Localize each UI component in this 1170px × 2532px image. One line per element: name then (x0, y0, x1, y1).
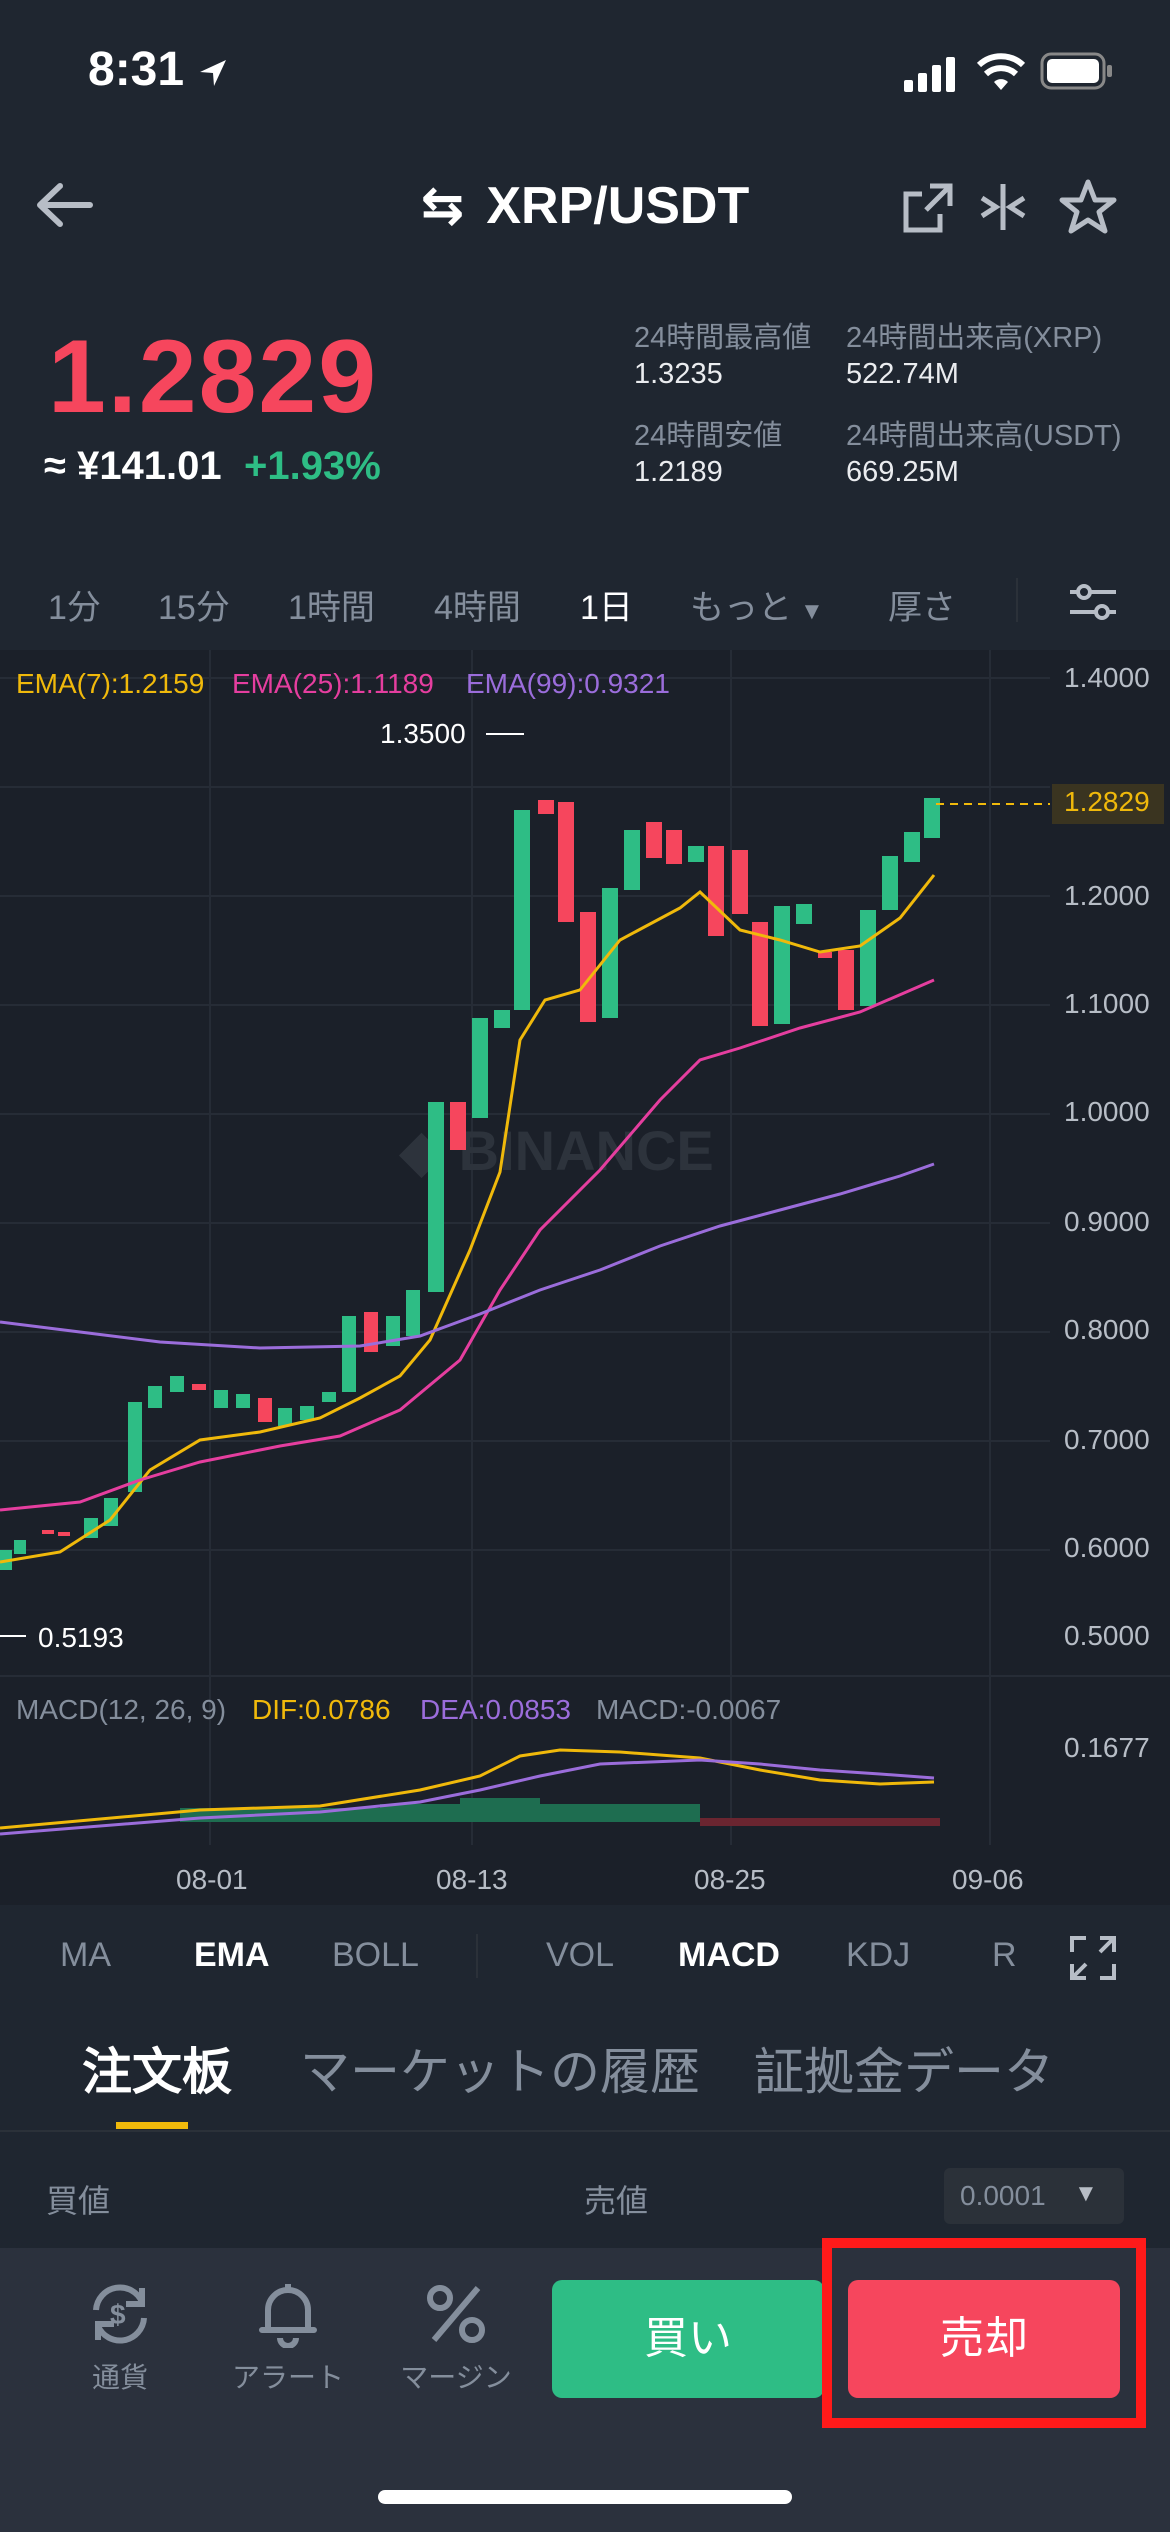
percent-icon[interactable] (422, 2280, 490, 2348)
chart-area[interactable] (0, 650, 1170, 1905)
dif-label: DIF:0.0786 (252, 1694, 391, 1725)
indicator-kdj[interactable]: KDJ (846, 1936, 911, 1974)
dea-label: DEA:0.0853 (420, 1694, 571, 1725)
stat-vol-usdt-label: 24時間出来高(USDT) (846, 420, 1122, 452)
bid-header: 買値 (46, 2183, 111, 2219)
y-tick: 0.9000 (1064, 1206, 1150, 1237)
x-tick: 08-01 (176, 1864, 248, 1895)
tab-market-history[interactable]: マーケットの履歴 (300, 2044, 700, 2100)
location-icon (200, 60, 226, 86)
price-change: +1.93% (244, 444, 381, 488)
dropdown-arrow-icon: ▼ (1074, 2180, 1098, 2207)
x-tick: 09-06 (952, 1864, 1024, 1895)
interval-4h[interactable]: 4時間 (434, 589, 521, 627)
y-tick: 0.8000 (1064, 1314, 1150, 1345)
y-tick: 0.6000 (1064, 1532, 1150, 1563)
stat-vol-xrp-value: 522.74M (846, 358, 959, 390)
bell-icon[interactable] (254, 2280, 322, 2348)
svg-text:$: $ (110, 2299, 126, 2330)
precision-select[interactable]: 0.0001 ▼ (944, 2168, 1124, 2224)
macd-value-label: MACD:-0.0067 (596, 1694, 782, 1725)
tab-orderbook[interactable]: 注文板 (82, 2044, 232, 2100)
stat-low-label: 24時間安値 (634, 420, 783, 452)
currency-label: 通貨 (91, 2362, 148, 2393)
interval-depth[interactable]: 厚さ (888, 589, 956, 627)
cellular-signal-icon (904, 57, 955, 92)
battery-icon (1040, 52, 1112, 90)
divider (1016, 578, 1018, 622)
ema7-label: EMA(7):1.2159 (16, 668, 205, 699)
y-tick: 1.1000 (1064, 988, 1150, 1019)
stat-high-label: 24時間最高値 (634, 322, 812, 354)
interval-15m[interactable]: 15分 (158, 589, 230, 627)
indicator-ema[interactable]: EMA (194, 1936, 270, 1974)
watermark: ◆ BINANCE (398, 1119, 714, 1182)
y-tick: 1.2000 (1064, 880, 1150, 911)
dropdown-arrow-icon: ▼ (800, 598, 824, 625)
y-tick: 1.0000 (1064, 1096, 1150, 1127)
stat-low-value: 1.2189 (634, 456, 723, 488)
home-indicator[interactable] (378, 2490, 792, 2504)
y-tick: 1.4000 (1064, 662, 1150, 693)
stat-vol-usdt-value: 669.25M (846, 456, 959, 488)
alert-label: アラート (231, 2362, 344, 2393)
indicator-ma[interactable]: MA (60, 1936, 111, 1974)
pair-title[interactable]: ⇆ XRP/USDT (420, 177, 750, 235)
stat-high-value: 1.3235 (634, 358, 723, 390)
macd-label: MACD(12, 26, 9) (16, 1694, 227, 1725)
indicator-rsi[interactable]: R (992, 1936, 1017, 1974)
macd-y-tick: 0.1677 (1064, 1732, 1150, 1763)
fullscreen-icon[interactable] (1068, 1934, 1118, 1982)
interval-1m[interactable]: 1分 (48, 589, 101, 627)
indicator-macd[interactable]: MACD (678, 1936, 780, 1974)
ema25-label: EMA(25):1.1189 (232, 668, 434, 699)
current-price-tag: 1.2829 (1064, 786, 1150, 817)
stat-vol-xrp-label: 24時間出来高(XRP) (846, 322, 1103, 354)
favorite-star-icon[interactable] (1058, 178, 1118, 236)
interval-1d[interactable]: 1日 (580, 589, 633, 627)
last-price: 1.2829 (48, 319, 379, 435)
currency-exchange-icon[interactable]: $ (86, 2280, 154, 2348)
tab-margin-data[interactable]: 証拠金データ (754, 2044, 1054, 2100)
compare-icon[interactable] (978, 182, 1028, 232)
sell-highlight-annotation (822, 2238, 1146, 2428)
back-arrow-icon[interactable] (34, 180, 94, 230)
ema99-label: EMA(99):0.9321 (466, 668, 670, 699)
chart-settings-icon[interactable] (1068, 582, 1118, 622)
wifi-icon (976, 53, 1026, 90)
indicator-vol[interactable]: VOL (546, 1936, 615, 1974)
low-price-marker: 0.5193 (38, 1622, 124, 1653)
divider (476, 1934, 478, 1978)
active-tab-underline (116, 2122, 188, 2129)
sell-button[interactable]: 売却 (848, 2280, 1120, 2398)
status-time: 8:31 (88, 43, 185, 96)
ask-header: 売値 (584, 2183, 649, 2219)
interval-1h[interactable]: 1時間 (288, 589, 375, 627)
swap-icon: ⇆ (420, 177, 465, 235)
candlestick-chart[interactable]: ◆ BINANCE (0, 650, 1170, 1905)
buy-button[interactable]: 買い (552, 2280, 824, 2398)
divider (0, 2130, 1170, 2132)
y-tick: 0.5000 (1064, 1620, 1150, 1651)
x-tick: 08-13 (436, 1864, 508, 1895)
price-cny: ≈ ¥141.01 (44, 444, 222, 488)
margin-label: マージン (400, 2362, 512, 2393)
interval-more[interactable]: もっと ▼ (690, 589, 824, 627)
share-icon[interactable] (900, 180, 956, 234)
y-tick: 0.7000 (1064, 1424, 1150, 1455)
high-price-marker: 1.3500 (380, 718, 466, 749)
indicator-boll[interactable]: BOLL (332, 1936, 419, 1974)
x-tick: 08-25 (694, 1864, 766, 1895)
